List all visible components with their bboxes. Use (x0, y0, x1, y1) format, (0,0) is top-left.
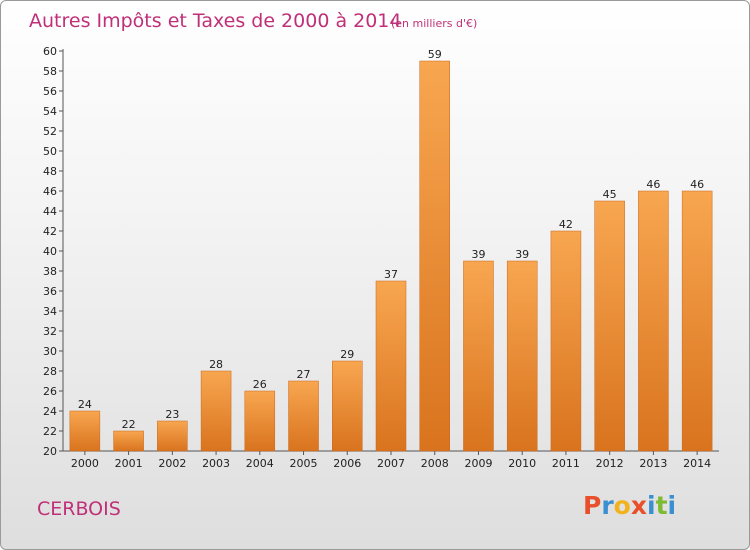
y-tick-label: 50 (43, 145, 57, 158)
bar-value-label: 39 (471, 248, 485, 261)
y-tick-label: 60 (43, 45, 57, 58)
bar-value-label: 22 (122, 418, 136, 431)
bar (681, 190, 713, 452)
x-tick-label: 2002 (158, 457, 186, 470)
bar-value-label: 29 (340, 348, 354, 361)
y-tick-label: 20 (43, 445, 57, 458)
bar-value-label: 23 (165, 408, 179, 421)
y-tick-label: 40 (43, 245, 57, 258)
y-tick-label: 26 (43, 385, 57, 398)
bar (375, 280, 407, 452)
x-tick-label: 2011 (552, 457, 580, 470)
bar-value-label: 45 (603, 188, 617, 201)
bar-value-label: 24 (78, 398, 92, 411)
x-tick-label: 2012 (596, 457, 624, 470)
x-tick-label: 2004 (246, 457, 274, 470)
x-tick-label: 2014 (683, 457, 711, 470)
bar (463, 260, 494, 452)
bar (638, 190, 669, 452)
y-tick-label: 52 (43, 125, 57, 138)
bar (419, 60, 450, 452)
bar (69, 410, 101, 452)
bar (200, 370, 232, 452)
x-tick-label: 2008 (421, 457, 449, 470)
bar-value-label: 46 (690, 178, 704, 191)
x-tick-label: 2013 (639, 457, 667, 470)
y-tick-label: 48 (43, 165, 57, 178)
y-tick-label: 30 (43, 345, 57, 358)
y-tick-label: 22 (43, 425, 57, 438)
bar-value-label: 46 (646, 178, 660, 191)
y-tick-label: 42 (43, 225, 57, 238)
y-tick-label: 32 (43, 325, 57, 338)
y-tick-label: 46 (43, 185, 57, 198)
y-tick-label: 38 (43, 265, 57, 278)
bar (113, 430, 144, 452)
bar-value-label: 28 (209, 358, 223, 371)
chart-subtitle: (en milliers d'€) (391, 17, 477, 30)
bar (157, 420, 188, 452)
x-tick-label: 2007 (377, 457, 405, 470)
y-tick-label: 28 (43, 365, 57, 378)
logo-letter: i (667, 491, 677, 520)
commune-name: CERBOIS (37, 498, 121, 520)
tick-labels: 20 22 24 26 28 30 32 34 36 38 40 42 44 46 48 50 52 54 56 58… (43, 45, 711, 470)
bar-value-label: 39 (515, 248, 529, 261)
x-tick-label: 2000 (71, 457, 99, 470)
logo-letter: r (601, 491, 614, 520)
logo-letter: P (583, 491, 602, 520)
bar (594, 200, 625, 452)
y-tick-label: 56 (43, 85, 57, 98)
logo-letter: o (613, 491, 631, 520)
logo-letter: i (647, 491, 656, 520)
chart-title: Autres Impôts et Taxes de 2000 à 2014 (29, 10, 402, 32)
y-tick-label: 34 (43, 305, 57, 318)
bar (244, 390, 276, 452)
x-tick-label: 2001 (115, 457, 143, 470)
x-tick-label: 2010 (508, 457, 536, 470)
y-tick-label: 54 (43, 105, 57, 118)
x-tick-label: 2006 (333, 457, 361, 470)
bar (332, 360, 363, 452)
proxiti-logo: Proxiti (583, 491, 676, 520)
bar-value-label: 26 (253, 378, 267, 391)
bar-value-label: 59 (428, 48, 442, 61)
y-tick-label: 24 (43, 405, 57, 418)
logo-letter: t (655, 491, 668, 520)
y-tick-label: 58 (43, 65, 57, 78)
x-tick-label: 2003 (202, 457, 230, 470)
bar-value-label: 42 (559, 218, 573, 231)
bar (506, 260, 538, 452)
y-tick-label: 44 (43, 205, 57, 218)
x-tick-label: 2009 (464, 457, 492, 470)
bar-value-label: 37 (384, 268, 398, 281)
bar (550, 230, 582, 452)
y-tick-label: 36 (43, 285, 57, 298)
bar-value-label: 27 (297, 368, 311, 381)
bar (288, 380, 319, 452)
x-tick-label: 2005 (290, 457, 318, 470)
logo-letter: x (630, 491, 647, 520)
bars: 24 22 23 28 26 27 29 37 59 39 39 42 45 46 46 (69, 48, 713, 452)
